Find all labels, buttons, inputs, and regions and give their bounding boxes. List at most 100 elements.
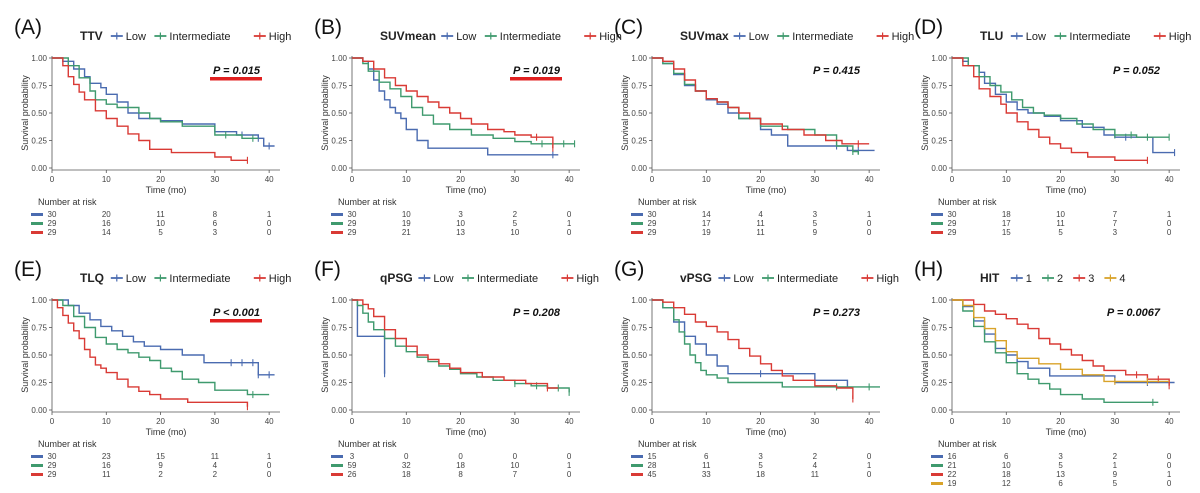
risk-count: 0 — [567, 228, 572, 237]
y-tick-label: 1.00 — [31, 54, 47, 63]
x-tick-label: 10 — [1002, 175, 1011, 184]
x-tick-label: 40 — [865, 175, 874, 184]
risk-count: 30 — [48, 210, 57, 219]
risk-count: 17 — [1002, 219, 1011, 228]
x-tick-label: 20 — [756, 175, 765, 184]
risk-row-swatch — [931, 213, 943, 216]
risk-count: 4 — [813, 461, 818, 470]
panel-label: (F) — [314, 258, 341, 281]
km-curve-high — [352, 57, 554, 149]
km-curve-high — [352, 299, 559, 389]
legend-title: SUVmean — [380, 29, 436, 43]
y-axis-label: Survival probability — [920, 75, 930, 151]
p-value: P = 0.0067 — [1107, 307, 1161, 319]
x-tick-label: 30 — [810, 417, 819, 426]
risk-count: 10 — [1056, 210, 1065, 219]
y-tick-label: 1.00 — [631, 296, 647, 305]
y-tick-label: 0.75 — [331, 82, 347, 91]
risk-row-swatch — [631, 231, 643, 234]
x-axis-label: Time (mo) — [446, 427, 487, 437]
risk-count: 1 — [1167, 210, 1172, 219]
risk-count: 29 — [348, 219, 357, 228]
risk-count: 21 — [948, 461, 957, 470]
risk-count: 30 — [348, 210, 357, 219]
x-tick-label: 20 — [1056, 417, 1065, 426]
y-tick-label: 0.50 — [331, 351, 347, 360]
legend-entry: 2 — [1057, 273, 1063, 285]
y-tick-label: 1.00 — [331, 54, 347, 63]
x-axis-label: Time (mo) — [146, 185, 187, 195]
risk-count: 15 — [648, 452, 657, 461]
risk-row-swatch — [931, 455, 943, 458]
risk-count: 19 — [948, 479, 957, 488]
risk-count: 18 — [456, 461, 465, 470]
risk-count: 19 — [402, 219, 411, 228]
panel-d: (D) TLU Low Intermediate High 0.00 0.25 0.50 0.7… — [914, 16, 1191, 237]
risk-count: 29 — [648, 228, 657, 237]
panel-a: (A) TTV Low Intermediate High 0.00 0.25 0.50 0.7… — [14, 16, 291, 237]
y-tick-label: 0.75 — [931, 82, 947, 91]
risk-row-swatch — [331, 213, 343, 216]
risk-count: 16 — [948, 452, 957, 461]
risk-count: 18 — [1002, 210, 1011, 219]
legend-entry: High — [576, 273, 599, 285]
x-tick-label: 20 — [456, 417, 465, 426]
risk-row-swatch — [31, 473, 43, 476]
x-tick-label: 20 — [1056, 175, 1065, 184]
significance-bar — [210, 77, 262, 81]
risk-count: 29 — [48, 470, 57, 479]
y-tick-label: 0.00 — [31, 164, 47, 173]
risk-count: 0 — [867, 452, 872, 461]
y-tick-label: 0.00 — [31, 406, 47, 415]
x-axis-label: Time (mo) — [146, 427, 187, 437]
risk-count: 14 — [702, 210, 711, 219]
risk-count: 0 — [567, 470, 572, 479]
y-tick-label: 0.00 — [631, 406, 647, 415]
legend-entry: Intermediate — [792, 31, 853, 43]
x-tick-label: 30 — [510, 175, 519, 184]
risk-count: 30 — [48, 452, 57, 461]
risk-count: 3 — [758, 452, 763, 461]
km-curve-intermediate — [952, 57, 1170, 138]
legend-entry: High — [1169, 31, 1192, 43]
risk-count: 13 — [456, 228, 465, 237]
y-tick-label: 0.25 — [331, 137, 347, 146]
y-tick-label: 0.25 — [331, 379, 347, 388]
km-curve-intermediate — [352, 57, 575, 145]
risk-row-swatch — [931, 473, 943, 476]
legend-entry: Intermediate — [477, 273, 538, 285]
legend-title: TTV — [80, 29, 103, 43]
panel-label: (E) — [14, 258, 42, 281]
risk-count: 1 — [1167, 470, 1172, 479]
risk-row-swatch — [631, 464, 643, 467]
risk-row-swatch — [631, 473, 643, 476]
risk-count: 18 — [402, 470, 411, 479]
risk-count: 16 — [102, 219, 111, 228]
risk-count: 0 — [1167, 461, 1172, 470]
y-tick-label: 0.50 — [931, 351, 947, 360]
risk-row-swatch — [31, 213, 43, 216]
x-tick-label: 30 — [210, 417, 219, 426]
risk-count: 5 — [813, 219, 818, 228]
risk-count: 18 — [756, 470, 765, 479]
risk-count: 0 — [567, 452, 572, 461]
y-tick-label: 0.00 — [931, 164, 947, 173]
x-tick-label: 30 — [1110, 175, 1119, 184]
legend-entry: High — [892, 31, 915, 43]
x-tick-label: 0 — [650, 417, 655, 426]
x-tick-label: 0 — [650, 175, 655, 184]
risk-count: 3 — [350, 452, 355, 461]
legend-entry: Intermediate — [1069, 31, 1130, 43]
km-curve-high — [52, 57, 248, 161]
risk-count: 1 — [867, 210, 872, 219]
x-tick-label: 30 — [810, 175, 819, 184]
y-tick-label: 0.00 — [331, 164, 347, 173]
y-tick-label: 0.50 — [931, 109, 947, 118]
km-curve-high — [652, 57, 870, 145]
risk-count: 11 — [156, 210, 165, 219]
risk-count: 1 — [267, 452, 272, 461]
y-tick-label: 0.25 — [631, 137, 647, 146]
risk-count: 0 — [1167, 479, 1172, 488]
risk-count: 29 — [948, 228, 957, 237]
legend-title: qPSG — [380, 271, 413, 285]
